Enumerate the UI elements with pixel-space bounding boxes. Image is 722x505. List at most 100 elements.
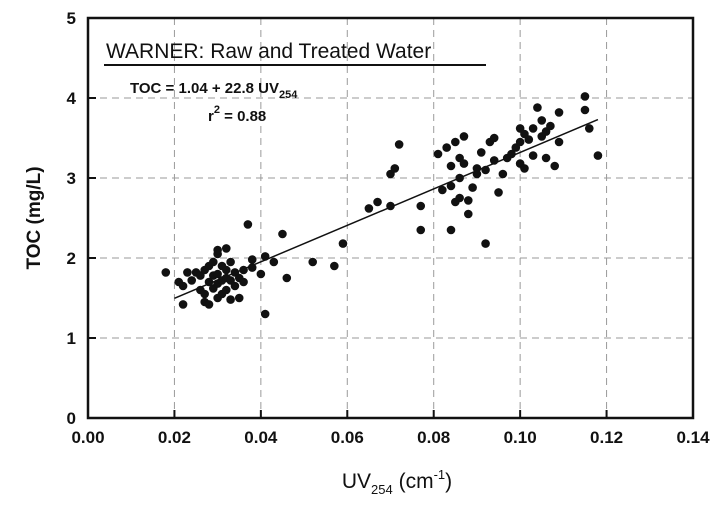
data-point [528, 124, 538, 133]
data-point [209, 257, 218, 267]
data-point [593, 151, 603, 160]
data-point [178, 300, 188, 309]
y-axis-label: TOC (mg/L) [24, 166, 45, 269]
data-point [386, 201, 395, 211]
data-point [364, 204, 374, 213]
x-tick-label: 0.08 [417, 428, 450, 447]
y-tick-label: 1 [67, 329, 76, 348]
data-point [204, 300, 214, 309]
data-point [416, 225, 426, 235]
data-point [455, 193, 464, 203]
data-point [260, 309, 270, 319]
data-point [239, 277, 248, 287]
data-point [394, 140, 404, 149]
data-points [161, 92, 603, 319]
plot-frame [86, 16, 695, 420]
x-tick-label: 0.00 [71, 428, 104, 447]
data-point [550, 161, 560, 171]
data-point [537, 116, 547, 125]
data-point [468, 183, 477, 192]
data-point [584, 124, 594, 133]
x-tick-label: 0.02 [158, 428, 191, 447]
data-point [489, 156, 499, 165]
data-point [390, 164, 400, 173]
data-point [446, 161, 456, 171]
y-tick-label: 3 [67, 169, 76, 188]
data-point [243, 220, 253, 229]
data-point [463, 209, 473, 219]
data-point [580, 92, 590, 101]
data-point [239, 265, 248, 275]
data-point [200, 289, 209, 299]
data-point [416, 201, 426, 211]
y-tick-label: 0 [67, 409, 76, 428]
data-point [230, 281, 240, 291]
r-squared-base: r [208, 108, 214, 125]
data-point [256, 269, 266, 279]
data-point [221, 285, 231, 295]
data-point [221, 244, 231, 253]
data-point [308, 257, 318, 267]
x-tick-label: 0.14 [676, 428, 710, 447]
data-point [580, 105, 590, 115]
x-axis-label-unit-close: ) [445, 470, 452, 493]
data-point [226, 257, 235, 267]
tick-marks [87, 17, 694, 419]
data-point [459, 132, 469, 141]
equation-text: TOC = 1.04 + 22.8 UV [130, 80, 279, 97]
data-point [507, 149, 516, 159]
x-tick-label: 0.04 [244, 428, 278, 447]
data-point [472, 164, 482, 173]
x-axis-label-unit: (cm [393, 470, 434, 493]
data-point [282, 273, 292, 283]
data-point [269, 257, 279, 267]
y-tick-label: 5 [67, 9, 76, 28]
x-axis-label-superscript: -1 [434, 467, 446, 482]
data-point [438, 185, 447, 195]
data-point [247, 255, 257, 264]
data-point [446, 225, 456, 235]
data-point [481, 239, 490, 248]
data-point [213, 245, 222, 255]
x-axis-label-subscript: 254 [371, 482, 393, 497]
data-point [247, 263, 257, 272]
data-point [554, 137, 564, 147]
data-point [451, 137, 460, 147]
x-tick-label: 0.06 [331, 428, 364, 447]
data-point [433, 149, 443, 159]
y-tick-label: 2 [67, 249, 76, 268]
data-point [520, 164, 529, 173]
data-point [278, 229, 287, 239]
data-point [204, 277, 214, 287]
data-point [494, 188, 503, 197]
r-squared: r2 = 0.88 [208, 104, 266, 125]
data-point [515, 137, 525, 147]
x-axis-label-base: UV [342, 470, 371, 493]
x-axis-label: UV254 (cm-1) [342, 467, 452, 497]
data-point [528, 151, 538, 160]
regression-equation: TOC = 1.04 + 22.8 UV254 [130, 80, 298, 101]
data-point [455, 173, 464, 183]
data-point [221, 265, 231, 275]
data-point [187, 276, 197, 285]
data-point [213, 269, 222, 279]
equation-subscript: 254 [279, 89, 298, 101]
data-point [338, 239, 348, 248]
grid-lines [88, 18, 693, 418]
data-point [459, 159, 469, 168]
x-tick-label: 0.10 [504, 428, 537, 447]
data-point [554, 108, 564, 117]
data-point [178, 281, 188, 291]
data-point [489, 133, 499, 143]
data-point [463, 196, 473, 205]
data-point [476, 148, 486, 157]
data-point [541, 153, 551, 163]
data-point [446, 181, 456, 191]
data-point [226, 295, 235, 304]
r-squared-superscript: 2 [214, 104, 220, 116]
y-tick-label: 4 [67, 89, 77, 108]
data-point [260, 252, 270, 261]
data-point [481, 165, 490, 175]
data-point [183, 268, 192, 277]
